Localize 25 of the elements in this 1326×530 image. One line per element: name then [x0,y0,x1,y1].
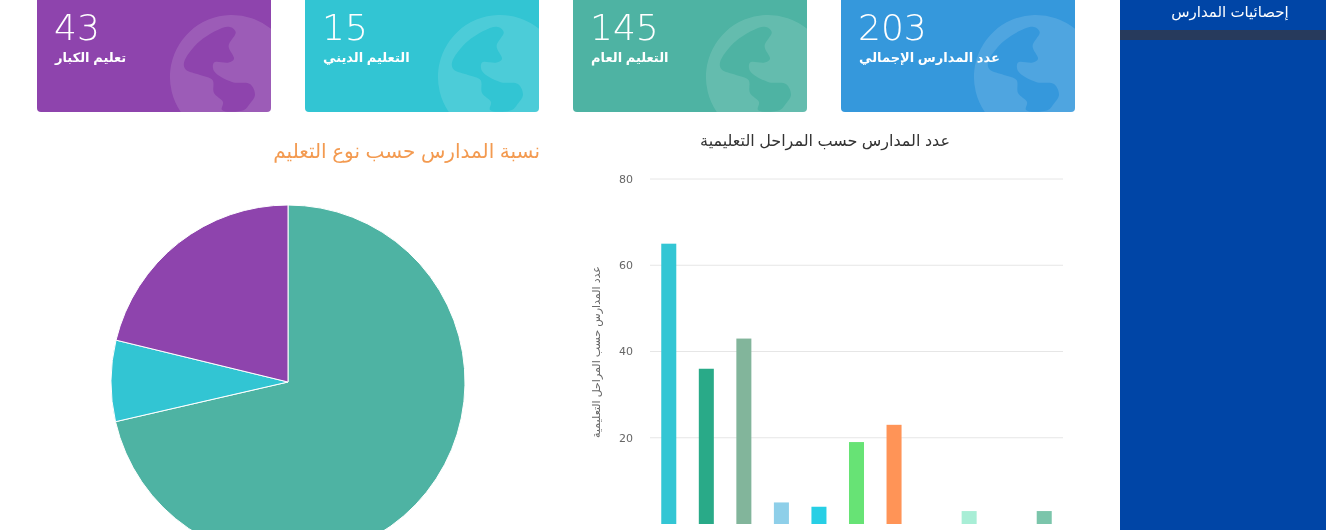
y-tick-label: 20 [619,431,633,445]
bar [1036,511,1052,524]
y-tick-label: 60 [619,259,633,273]
data-label: 145 [590,7,659,48]
bar [773,502,789,524]
data-label: 15 [322,7,368,48]
bar [698,368,714,524]
category-label: التعليم العام [591,50,669,66]
y-axis-title: عدد المدارس حسب المراحل التعليمية [590,266,603,438]
bar [661,243,677,524]
chart-title: عدد المدارس حسب المراحل التعليمية [700,132,950,151]
data-label: 43 [54,7,100,48]
y-tick-label: 40 [619,345,633,359]
category-label: تعليم الكبار [54,50,127,65]
category-label: التعليم الديني [323,50,410,65]
data-label: 203 [858,7,927,48]
chart-title: نسبة المدارس حسب نوع التعليم [273,140,540,163]
y-tick-label: 80 [619,172,633,186]
bar [811,506,827,524]
category-label: عدد المدارس الإجمالي [859,50,1000,65]
text: إحصائيات المدارس [1171,3,1289,21]
bar [961,511,977,524]
bar [736,338,752,524]
bar [886,424,902,524]
bar [848,442,865,524]
